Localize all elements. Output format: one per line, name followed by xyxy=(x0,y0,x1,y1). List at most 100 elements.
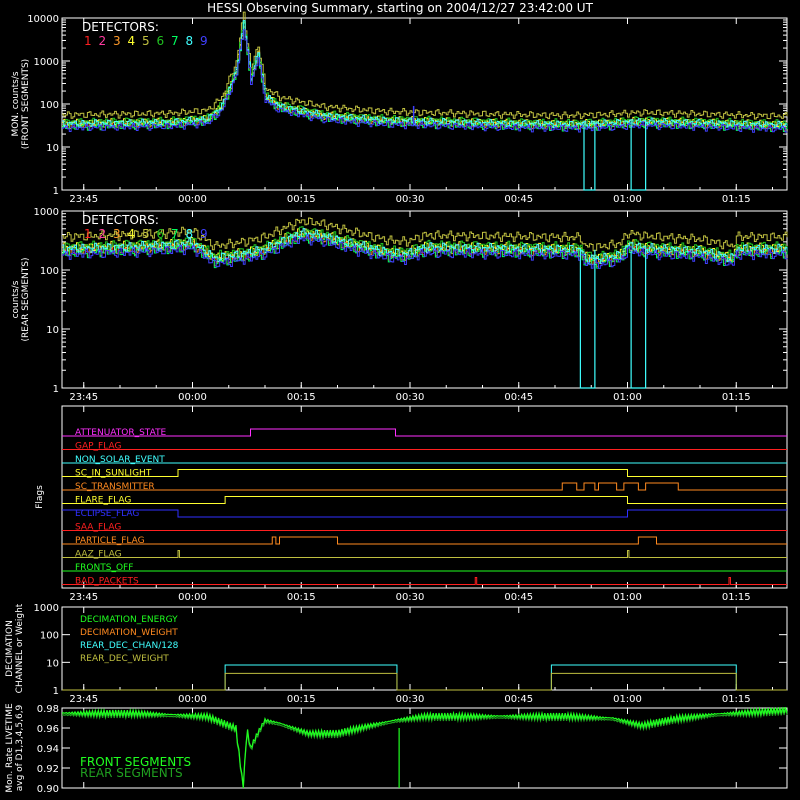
flag-label-sc_transmitter: SC_TRANSMITTER xyxy=(75,482,155,492)
front-ytick-label: 1000 xyxy=(34,57,59,68)
rear-xtick-label: 00:00 xyxy=(178,392,207,403)
flag-line-bad_packets xyxy=(62,577,787,585)
rear-ytick-label: 100 xyxy=(40,266,59,277)
front-legend-item-7: 7 xyxy=(171,34,179,48)
rear-ylabel-line: (REAR SEGMENTS) xyxy=(21,257,31,341)
front-ylabel: MON. counts/s (FRONT SEGMENTS) xyxy=(11,59,31,149)
livetime-ytick-label: 0.98 xyxy=(37,704,59,715)
rear-cyan-dropout xyxy=(630,249,647,389)
front-cyan-dropout xyxy=(630,121,647,191)
page-title: HESSI Observing Summary, starting on 200… xyxy=(207,1,593,15)
decimation-legend-decimation-weight: DECIMATION_WEIGHT xyxy=(80,628,178,638)
front-legend-item-8: 8 xyxy=(186,34,194,48)
decimation-ytick-label: 1000 xyxy=(34,603,59,614)
flags-xtick-label: 00:45 xyxy=(504,592,533,603)
front-legend-item-3: 3 xyxy=(113,34,121,48)
livetime-ylabel-line: Mon. Rate LIVETIME xyxy=(5,703,15,793)
flag-line-flare_flag xyxy=(62,496,787,504)
rear-xtick-label: 01:15 xyxy=(722,392,751,403)
front-ytick-label: 10 xyxy=(46,143,59,154)
flag-line-aaz_flag xyxy=(62,550,787,558)
front-cyan-dropout xyxy=(583,121,596,191)
flag-label-attenuator_state: ATTENUATOR_STATE xyxy=(75,428,167,438)
livetime-ytick-label: 0.90 xyxy=(37,784,59,795)
livetime-ylabel-line: avg of D1,3,4,5,6,9 xyxy=(15,704,25,791)
rear-series-det8 xyxy=(62,228,788,265)
rear-ytick-label: 10 xyxy=(46,325,59,336)
livetime-ytick-label: 0.94 xyxy=(37,744,59,755)
front-xtick-label: 00:30 xyxy=(396,194,425,205)
flag-label-flare_flag: FLARE_FLAG xyxy=(75,496,131,506)
flag-label-bad_packets: BAD_PACKETS xyxy=(75,577,139,587)
flag-line-attenuator_state xyxy=(62,428,787,437)
flag-label-sc_in_sunlight: SC_IN_SUNLIGHT xyxy=(75,469,152,479)
flag-line-particle_flag xyxy=(62,536,787,545)
flags-xtick-label: 23:45 xyxy=(69,592,98,603)
decimation-ytick-label: 1 xyxy=(53,686,59,697)
livetime-ytick-label: 0.92 xyxy=(37,764,59,775)
decimation-xtick-label: 00:30 xyxy=(396,694,425,705)
front-xtick-label: 01:15 xyxy=(722,194,751,205)
flag-label-gap_flag: GAP_FLAG xyxy=(75,442,121,452)
rear-legend-item-8: 8 xyxy=(186,227,194,241)
flags-ylabel-text: Flags xyxy=(35,485,45,509)
rear-series-det9 xyxy=(62,234,788,269)
rear-xtick-label: 01:00 xyxy=(613,392,642,403)
flag-label-saa_flag: SAA_FLAG xyxy=(75,523,121,533)
decimation-ylabel-line: CHANNEL or Weight xyxy=(15,603,25,693)
flag-label-particle_flag: PARTICLE_FLAG xyxy=(75,536,145,546)
flags-frame xyxy=(61,405,788,589)
front-legend-item-4: 4 xyxy=(128,34,136,48)
front-ylabel-line: (FRONT SEGMENTS) xyxy=(21,59,31,149)
decimation-ylabel: DECIMATION CHANNEL or Weight xyxy=(5,603,25,693)
decimation-legend-rear-dec-chan-128: REAR_DEC_CHAN/128 xyxy=(80,641,179,651)
rear-xtick-label: 23:45 xyxy=(69,392,98,403)
flag-label-non_solar_event: NON_SOLAR_EVENT xyxy=(75,455,165,465)
rear-legend-item-2: 2 xyxy=(99,227,107,241)
front-legend-item-2: 2 xyxy=(99,34,107,48)
front-series-det5 xyxy=(62,11,788,120)
decimation-ytick-label: 10 xyxy=(46,658,59,669)
decimation-xtick-label: 00:45 xyxy=(504,694,533,705)
decimation-xtick-label: 01:15 xyxy=(722,694,751,705)
rear-legend-title: DETECTORS: xyxy=(82,213,159,227)
flag-label-eclipse_flag: ECLIPSE_FLAG xyxy=(75,509,139,519)
rear-xtick-label: 00:30 xyxy=(396,392,425,403)
rear-legend-item-9: 9 xyxy=(200,227,208,241)
flags-ylabel: Flags xyxy=(35,485,45,509)
livetime-ylabel: Mon. Rate LIVETIME avg of D1,3,4,5,6,9 xyxy=(5,703,25,793)
decimation-rear-dec-chan-line xyxy=(62,664,787,691)
rear-legend-item-4: 4 xyxy=(128,227,136,241)
rear-legend-item-1: 1 xyxy=(84,227,92,241)
decimation-legend-decimation-energy: DECIMATION_ENERGY xyxy=(80,615,178,625)
flags-xtick-label: 00:00 xyxy=(178,592,207,603)
front-legend-item-1: 1 xyxy=(84,34,92,48)
front-series-det8 xyxy=(62,20,788,129)
front-legend-item-6: 6 xyxy=(157,34,165,48)
rear-xtick-label: 00:45 xyxy=(504,392,533,403)
flag-line-sc_transmitter xyxy=(62,482,787,491)
rear-ylabel: counts/s (REAR SEGMENTS) xyxy=(11,257,31,341)
rear-cyan-dropout xyxy=(579,249,596,389)
front-legend-item-9: 9 xyxy=(200,34,208,48)
front-ytick-label: 100 xyxy=(40,100,59,111)
rear-series-det5 xyxy=(62,217,788,252)
decimation-ytick-label: 100 xyxy=(40,631,59,642)
flag-line-sc_in_sunlight xyxy=(62,469,787,477)
rear-ylabel-line: counts/s xyxy=(11,280,21,318)
decimation-rear-dec-weight-line xyxy=(62,672,787,691)
decimation-legend-rear-dec-weight: REAR_DEC_WEIGHT xyxy=(80,654,169,664)
flag-label-fronts_off: FRONTS_OFF xyxy=(75,563,133,573)
decimation-xtick-label: 00:15 xyxy=(287,694,316,705)
decimation-xtick-label: 23:45 xyxy=(69,694,98,705)
front-xtick-label: 00:15 xyxy=(287,194,316,205)
livetime-front-curve xyxy=(61,706,788,789)
rear-legend-item-5: 5 xyxy=(142,227,150,241)
front-xtick-label: 23:45 xyxy=(69,194,98,205)
front-xtick-label: 00:00 xyxy=(178,194,207,205)
decimation-xtick-label: 01:00 xyxy=(613,694,642,705)
front-ytick-label: 10000 xyxy=(27,14,59,25)
livetime-legend-rear-segments: REAR SEGMENTS xyxy=(80,766,183,780)
rear-xtick-label: 00:15 xyxy=(287,392,316,403)
